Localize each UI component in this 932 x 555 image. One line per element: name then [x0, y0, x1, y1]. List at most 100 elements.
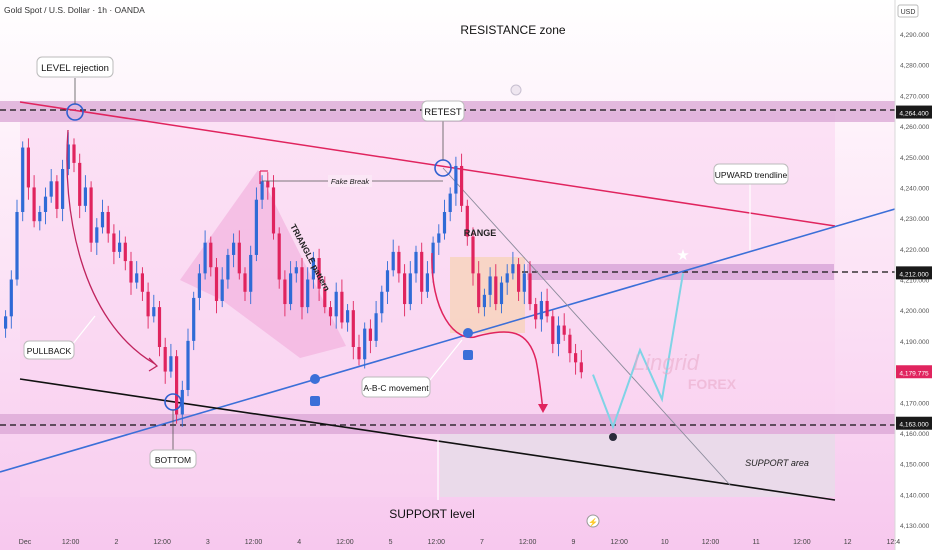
candle: [55, 181, 59, 209]
y-tick-label: 4,160.000: [900, 431, 930, 438]
candle: [431, 242, 435, 274]
candle: [414, 251, 418, 274]
candle: [146, 291, 150, 317]
candle: [488, 276, 492, 295]
candle: [391, 251, 395, 271]
candle: [306, 279, 310, 308]
candle: [277, 233, 281, 280]
x-tick-label: 12:00: [610, 539, 628, 546]
support-trendline[interactable]: [19, 378, 836, 501]
candle: [448, 193, 452, 212]
candle: [123, 242, 127, 262]
down-arrow-icon[interactable]: [510, 84, 522, 96]
range-label: RANGE: [464, 228, 497, 238]
svg-text:PULLBACK: PULLBACK: [27, 346, 72, 356]
candle: [539, 300, 543, 320]
star-icon: ★: [676, 247, 689, 264]
candle: [511, 264, 515, 274]
candle: [43, 196, 48, 212]
flash-glyph: ⚡: [588, 517, 598, 527]
candle: [89, 187, 93, 243]
candle: [197, 273, 201, 298]
candle: [226, 254, 230, 280]
support-zone-band: [0, 414, 895, 434]
candle: [380, 291, 384, 314]
pullback-arrowhead: [148, 357, 159, 372]
x-tick-label: 10: [661, 539, 669, 546]
svg-text:A-B-C movement: A-B-C movement: [363, 383, 429, 393]
candle: [397, 251, 401, 274]
candle: [351, 310, 355, 348]
price-level-badge: [896, 105, 932, 119]
abc-movement-label: A-B-C movement: [361, 376, 431, 398]
candle: [477, 273, 481, 308]
candle: [454, 165, 458, 194]
currency-badge[interactable]: USD: [897, 4, 919, 18]
x-tick-label: 12:00: [519, 539, 537, 546]
fake-break-label: Fake Break: [328, 175, 372, 187]
flash-icon[interactable]: [586, 514, 600, 528]
y-tick-label: 4,140.000: [900, 492, 930, 499]
svg-text:UPWARD trendline: UPWARD trendline: [715, 170, 788, 180]
support-level-label: SUPPORT level: [389, 507, 475, 521]
descending-resistance-trendline[interactable]: [19, 101, 836, 227]
candle: [163, 347, 167, 372]
candle: [266, 181, 270, 188]
x-tick-label: Dec: [19, 539, 32, 546]
y-tick-label: 4,270.000: [900, 93, 930, 100]
candle: [311, 258, 315, 280]
pullback-curve: [66, 129, 156, 365]
price-level-badges: 4,264.400 4,212.000 4,163.000 4,179.775: [896, 105, 932, 430]
candle: [334, 291, 338, 317]
candle: [100, 211, 105, 228]
candle: [517, 264, 521, 292]
candle: [26, 147, 30, 188]
upward-trendline-label: UPWARD trendline: [713, 163, 789, 185]
candle: [61, 169, 65, 209]
range-low-dot: [463, 328, 473, 338]
candle: [214, 267, 219, 301]
svg-text:RETEST: RETEST: [424, 107, 462, 118]
candle: [169, 356, 173, 372]
candle: [522, 273, 526, 292]
candle: [112, 233, 116, 252]
x-tick-label: 12:00: [153, 539, 171, 546]
candle: [437, 233, 441, 243]
candle: [528, 273, 532, 305]
candle: [505, 273, 509, 283]
candle: [83, 187, 87, 206]
candle: [260, 181, 264, 200]
candle: [328, 307, 333, 317]
candle: [562, 325, 566, 335]
svg-text:SUPPORT area: SUPPORT area: [745, 458, 809, 468]
candle: [175, 356, 179, 415]
x-tick-label: 5: [389, 539, 393, 546]
candle: [129, 261, 133, 283]
candle: [15, 211, 19, 280]
candle: [209, 242, 213, 268]
y-tick-label: 4,230.000: [900, 216, 930, 223]
svg-text:Lingrid: Lingrid: [633, 350, 700, 375]
x-tick-label: 12:4: [886, 539, 900, 546]
candle: [323, 288, 327, 308]
candle: [368, 328, 372, 341]
x-tick-label: 12:00: [793, 539, 811, 546]
x-tick-label: 9: [571, 539, 575, 546]
abc-curve: [431, 252, 544, 411]
candle: [180, 389, 184, 415]
candle: [118, 242, 122, 252]
candle: [408, 273, 412, 305]
last-price-badge: [896, 365, 932, 379]
thin-descending-line: [442, 167, 731, 486]
abc-connector: [429, 339, 463, 381]
x-tick-label: 12:00: [428, 539, 446, 546]
support-area-box: [440, 434, 835, 497]
upward-trendline[interactable]: [0, 208, 896, 473]
candle: [551, 316, 555, 344]
pullback-label: PULLBACK: [23, 340, 75, 360]
candle: [317, 258, 321, 289]
candle: [243, 273, 247, 292]
symbol-title: Gold Spot / U.S. Dollar · 1h · OANDA: [4, 5, 145, 15]
candle: [78, 162, 82, 206]
